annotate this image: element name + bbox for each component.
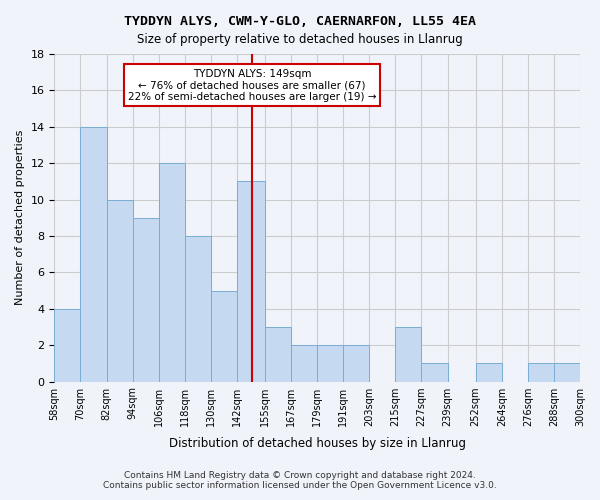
- Bar: [185, 236, 211, 382]
- Text: Contains HM Land Registry data © Crown copyright and database right 2024.
Contai: Contains HM Land Registry data © Crown c…: [103, 470, 497, 490]
- Bar: [343, 345, 370, 382]
- Bar: [55, 308, 80, 382]
- Bar: [158, 163, 185, 382]
- Bar: [395, 327, 421, 382]
- Bar: [133, 218, 158, 382]
- Bar: [554, 364, 580, 382]
- Bar: [80, 127, 107, 382]
- X-axis label: Distribution of detached houses by size in Llanrug: Distribution of detached houses by size …: [169, 437, 466, 450]
- Bar: [107, 200, 133, 382]
- Text: TYDDYN ALYS: 149sqm
← 76% of detached houses are smaller (67)
22% of semi-detach: TYDDYN ALYS: 149sqm ← 76% of detached ho…: [128, 68, 376, 102]
- Bar: [528, 364, 554, 382]
- Bar: [476, 364, 502, 382]
- Bar: [421, 364, 448, 382]
- Bar: [291, 345, 317, 382]
- Bar: [211, 290, 237, 382]
- Bar: [317, 345, 343, 382]
- Text: Size of property relative to detached houses in Llanrug: Size of property relative to detached ho…: [137, 32, 463, 46]
- Bar: [237, 182, 265, 382]
- Y-axis label: Number of detached properties: Number of detached properties: [15, 130, 25, 306]
- Text: TYDDYN ALYS, CWM-Y-GLO, CAERNARFON, LL55 4EA: TYDDYN ALYS, CWM-Y-GLO, CAERNARFON, LL55…: [124, 15, 476, 28]
- Bar: [265, 327, 291, 382]
